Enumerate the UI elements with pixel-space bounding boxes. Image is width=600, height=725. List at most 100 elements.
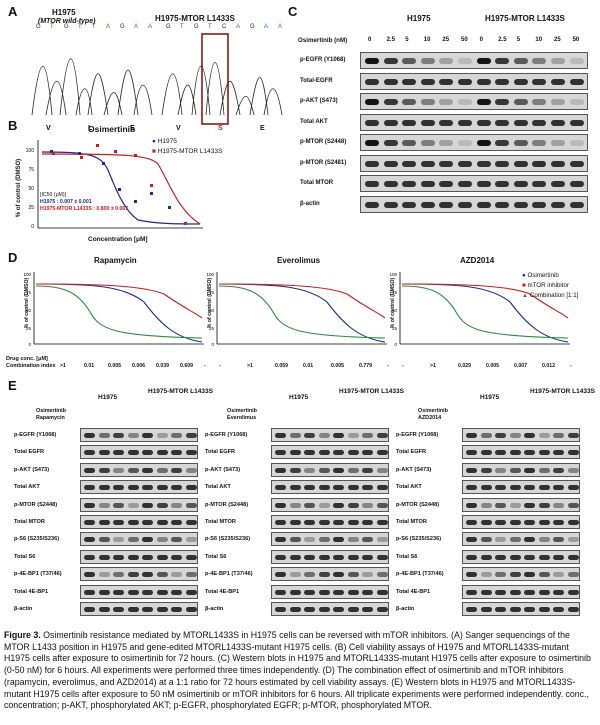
band bbox=[376, 589, 388, 595]
base-right: C bbox=[222, 24, 227, 30]
band bbox=[171, 520, 182, 525]
band bbox=[567, 502, 579, 508]
band bbox=[289, 607, 301, 612]
band bbox=[185, 433, 197, 438]
band bbox=[84, 537, 95, 543]
band bbox=[275, 589, 286, 595]
band bbox=[532, 181, 547, 187]
drug-b-label: AZD2014 bbox=[418, 415, 442, 421]
blot-row-label: p-4E-BP1 (T37/46) bbox=[14, 571, 62, 578]
base-left: A bbox=[106, 24, 110, 30]
band bbox=[127, 554, 139, 560]
combination-index-value: - bbox=[204, 363, 206, 369]
band bbox=[113, 537, 124, 543]
panel-a-left-sub: (MTOR wild-type) bbox=[38, 18, 96, 25]
western-blot-strip bbox=[462, 602, 580, 616]
band bbox=[84, 467, 95, 473]
figure-caption: Figure 3. Osimertinib resistance mediate… bbox=[4, 630, 594, 712]
svg-text:50: 50 bbox=[28, 186, 34, 192]
band bbox=[289, 467, 301, 473]
band bbox=[362, 607, 373, 612]
band bbox=[185, 502, 197, 508]
group-h1975: H1975 bbox=[289, 394, 309, 401]
band bbox=[458, 78, 472, 85]
band bbox=[185, 554, 197, 560]
panel-a-left-title: H1975 bbox=[52, 8, 76, 17]
band bbox=[538, 589, 550, 595]
panel-b-ic50-a: H1975 : 0.007 ± 0.001 bbox=[40, 199, 92, 205]
blot-row-label: p-S6 (S235/S236) bbox=[396, 536, 442, 543]
band bbox=[524, 467, 535, 473]
caption-lead: Figure 3. bbox=[4, 630, 41, 640]
band bbox=[458, 160, 472, 167]
band bbox=[347, 502, 359, 508]
blot-row-label: Total AKT bbox=[396, 484, 422, 491]
group-mutant: H1975-MTOR L1433S bbox=[148, 388, 213, 395]
panel-b-ic50-b: H1975-MTOR L1433S : 0.800 ± 0.067 bbox=[40, 206, 129, 212]
band bbox=[439, 99, 454, 105]
band bbox=[495, 485, 506, 491]
base-right: G bbox=[194, 24, 199, 30]
band bbox=[420, 99, 435, 105]
band bbox=[480, 502, 492, 508]
band bbox=[362, 572, 373, 578]
band bbox=[538, 554, 550, 560]
band bbox=[113, 502, 124, 508]
band bbox=[142, 502, 153, 508]
band bbox=[127, 485, 139, 491]
blot-row-label: p-EGFR (Y1068) bbox=[205, 432, 248, 438]
band bbox=[113, 554, 124, 560]
band bbox=[569, 181, 584, 187]
band bbox=[538, 520, 550, 525]
band bbox=[113, 450, 124, 456]
band bbox=[439, 160, 454, 167]
conc-label: 10 bbox=[535, 37, 543, 43]
band bbox=[84, 450, 95, 456]
aa-right: S bbox=[218, 125, 223, 132]
western-blot-strip bbox=[360, 52, 588, 69]
band bbox=[84, 433, 95, 438]
band bbox=[480, 450, 492, 456]
band bbox=[458, 119, 472, 126]
blot-row-label: Total MTOR bbox=[300, 180, 334, 186]
western-blot-strip bbox=[360, 134, 588, 151]
western-blot-strip bbox=[271, 567, 389, 582]
svg-text:0: 0 bbox=[394, 342, 397, 347]
band bbox=[476, 160, 491, 167]
band bbox=[458, 99, 472, 105]
svg-text:100: 100 bbox=[389, 272, 397, 277]
band bbox=[466, 520, 477, 525]
blot-row-label: β-actin bbox=[396, 606, 415, 612]
western-blot-strip bbox=[80, 532, 198, 547]
plot-ylabel: % of control (DMSO) bbox=[390, 277, 397, 329]
band bbox=[289, 572, 301, 578]
band bbox=[480, 520, 492, 525]
western-blot-strip bbox=[360, 113, 588, 131]
band bbox=[466, 502, 477, 508]
band bbox=[365, 160, 379, 167]
western-blot-strip bbox=[271, 428, 389, 442]
svg-text:0: 0 bbox=[211, 342, 214, 347]
band bbox=[365, 140, 379, 146]
western-blot-strip bbox=[271, 497, 389, 512]
band bbox=[347, 485, 359, 491]
band bbox=[553, 537, 564, 543]
band bbox=[365, 119, 379, 126]
western-blot-strip bbox=[360, 93, 588, 110]
band bbox=[333, 502, 344, 508]
base-right: G bbox=[166, 24, 171, 30]
band bbox=[98, 485, 110, 491]
band bbox=[569, 119, 584, 126]
combination-index-value: 0.005 bbox=[331, 363, 344, 369]
band bbox=[275, 433, 286, 438]
blot-row-label: p-MTOR (S2448) bbox=[205, 501, 249, 508]
band bbox=[553, 554, 564, 560]
band bbox=[362, 467, 373, 473]
band bbox=[495, 433, 506, 438]
plot-ylabel: % of control (DMSO) bbox=[24, 277, 31, 329]
band bbox=[185, 485, 197, 491]
band bbox=[84, 485, 95, 491]
band bbox=[553, 572, 564, 578]
band bbox=[98, 433, 110, 438]
blot-row-label: p-AKT (S473) bbox=[14, 466, 50, 473]
